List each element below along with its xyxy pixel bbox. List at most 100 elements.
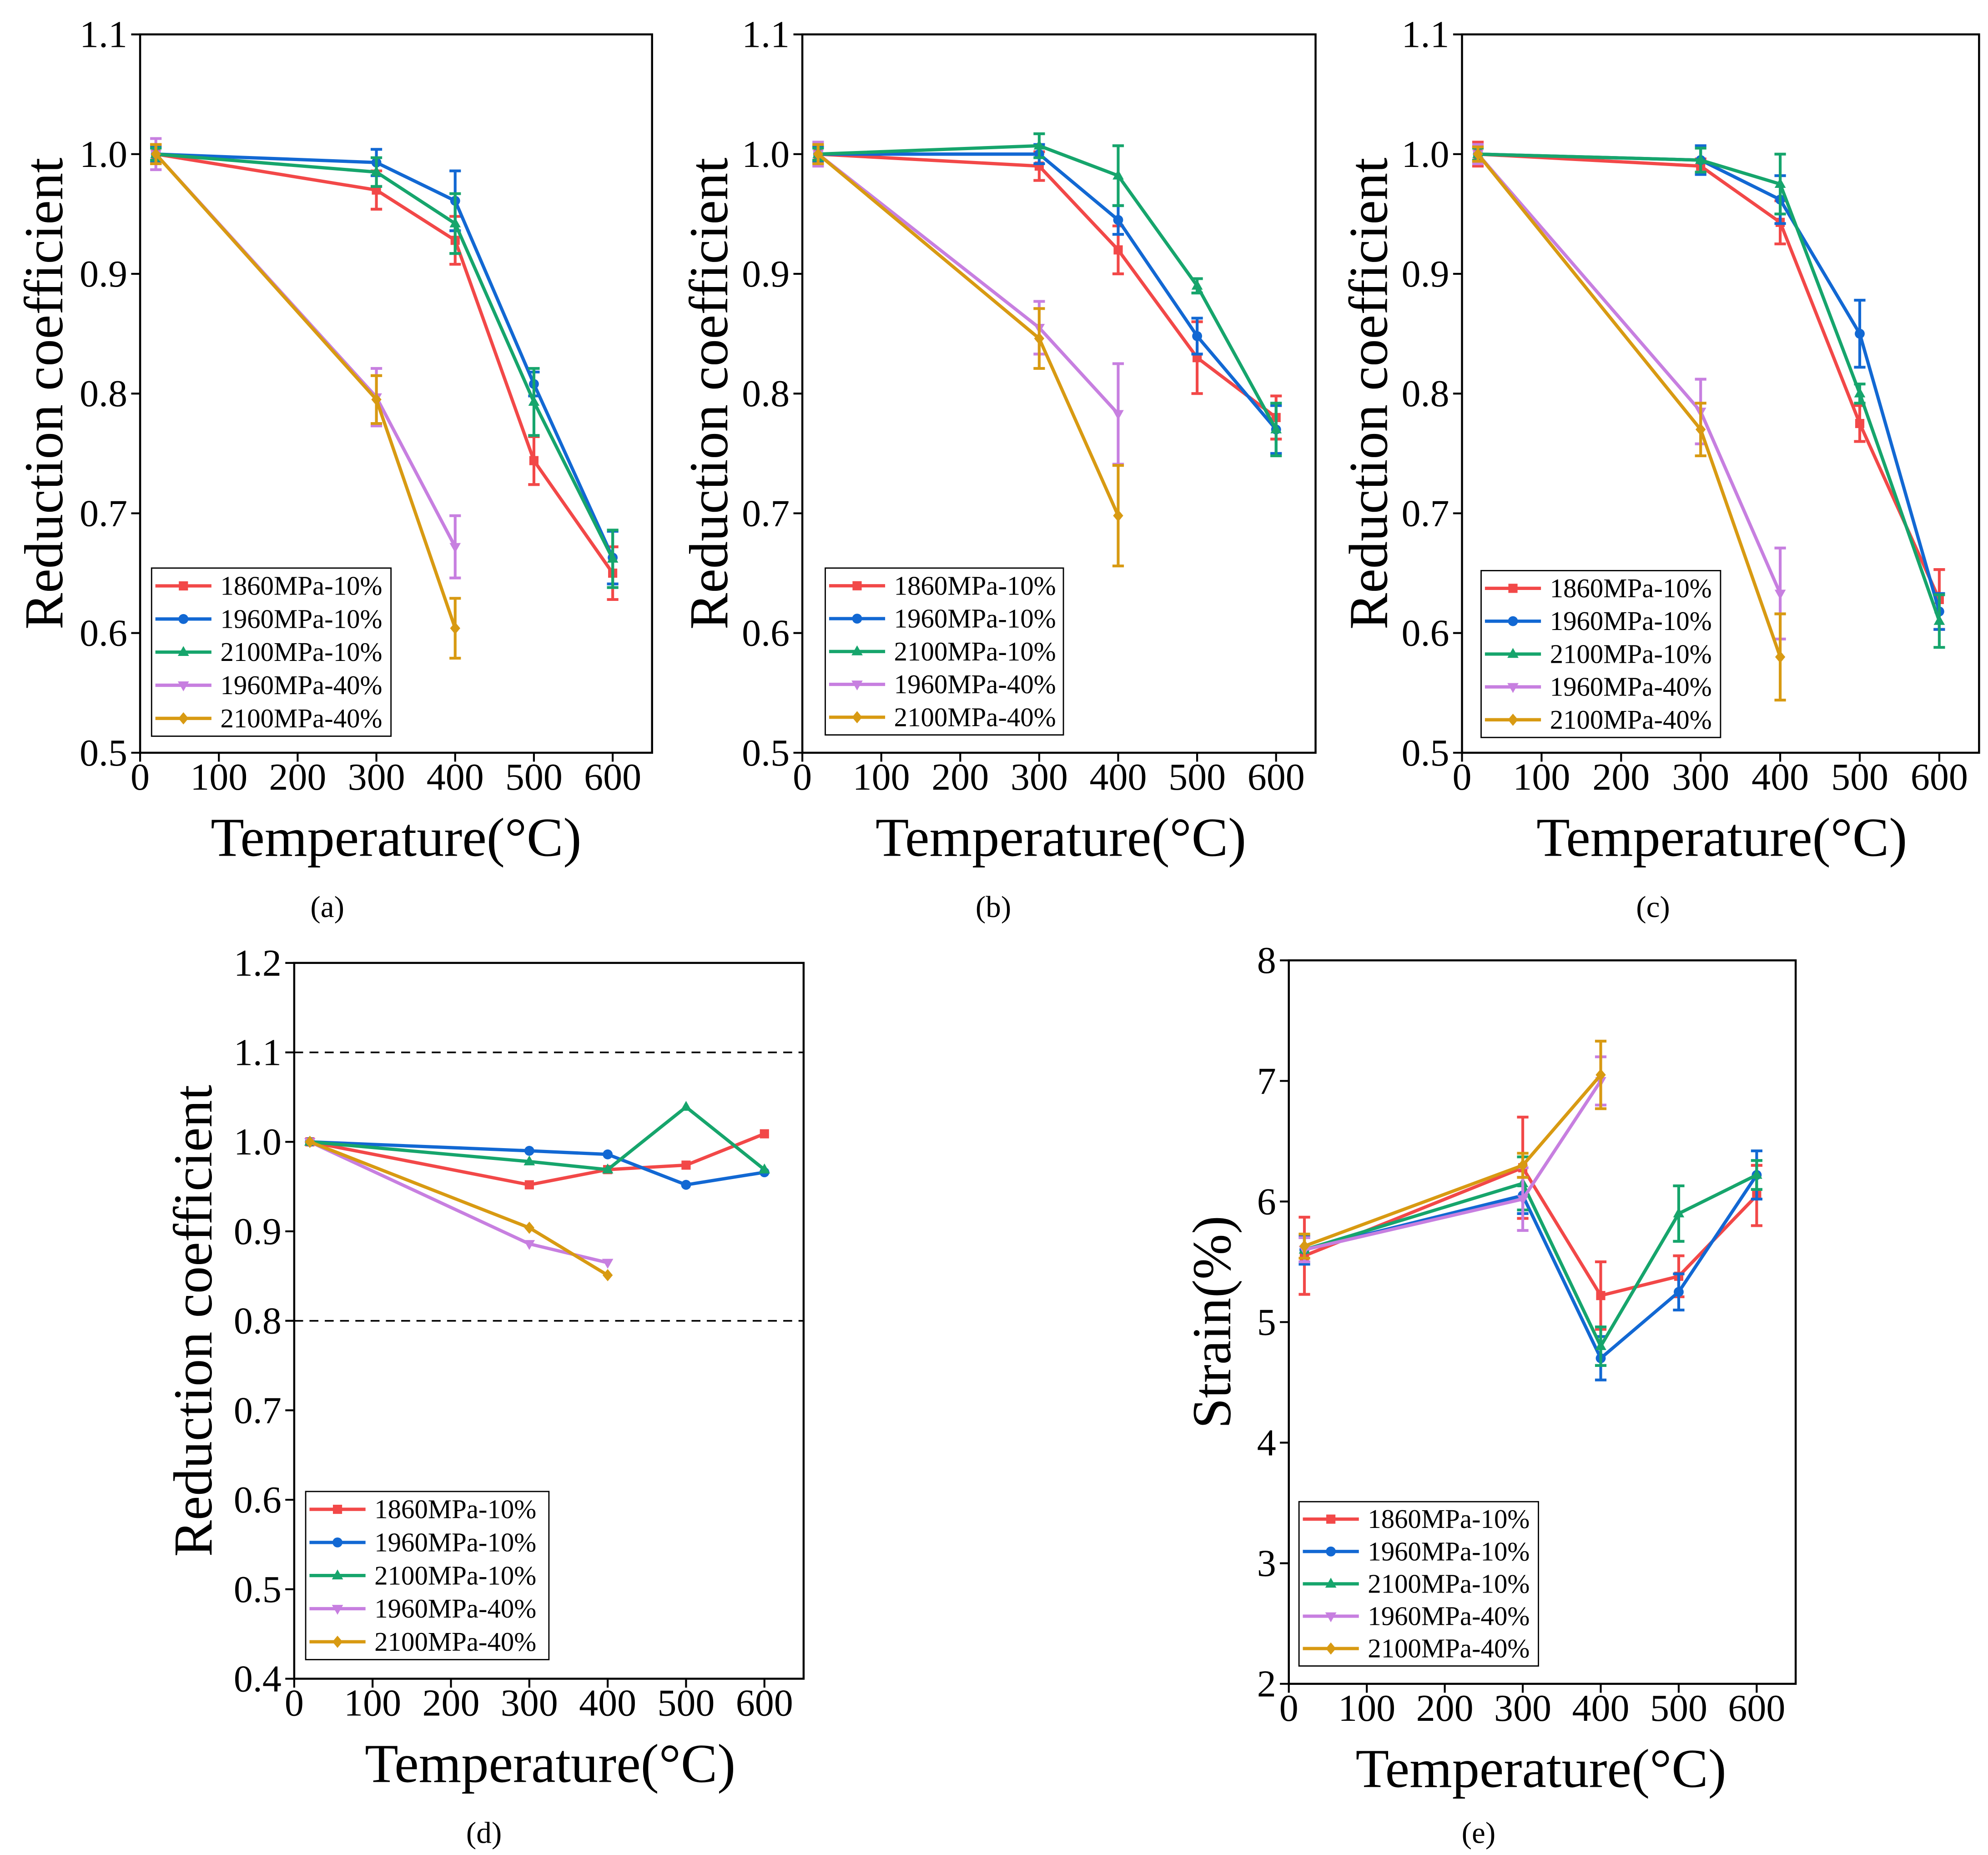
legend-marker — [851, 645, 863, 655]
data-point — [1270, 423, 1282, 434]
y-tick-label: 2 — [1257, 1663, 1276, 1705]
legend-marker — [178, 712, 189, 725]
legend-entry: 1860MPa-10% — [309, 1495, 536, 1524]
data-point — [371, 393, 382, 406]
y-tick-label: 1.2 — [234, 942, 282, 984]
legend-entry: 1960MPa-40% — [829, 670, 1056, 699]
legend: 1860MPa-10%1960MPa-10%2100MPa-10%1960MPa… — [151, 567, 392, 737]
panel-label: (e) — [1462, 1816, 1496, 1850]
legend-entry: 1960MPa-40% — [1485, 672, 1712, 702]
legend-entry: 1860MPa-10% — [1485, 574, 1712, 603]
legend-marker — [332, 1569, 343, 1580]
panel-d: 0 100 200 300 400 500 600 0.4 0.5 0.6 0.7 0.8 0.9 1.0… — [163, 942, 805, 1850]
data-point — [529, 456, 539, 465]
y-axis: 0.5 0.6 0.7 0.8 0.9 1.0 1.1 — [742, 14, 803, 774]
legend-label: 2100MPa-40% — [1368, 1634, 1530, 1663]
legend-label: 2100MPa-40% — [894, 702, 1056, 732]
data-point — [1751, 1169, 1762, 1179]
legend-marker — [178, 614, 189, 624]
legend-marker — [177, 646, 189, 656]
legend-entry: 1860MPa-10% — [829, 571, 1056, 600]
data-point — [602, 1163, 614, 1174]
x-tick-label: 300 — [348, 756, 405, 798]
x-tick-label: 600 — [736, 1682, 793, 1724]
legend-label: 1960MPa-40% — [894, 670, 1056, 699]
y-tick-label: 0.9 — [1402, 253, 1449, 295]
series-line-2100mpa-40 — [154, 153, 457, 629]
y-tick-label: 0.5 — [742, 732, 790, 774]
series-line-1960mpa-10 — [156, 152, 614, 559]
x-tick-label: 0 — [793, 756, 812, 798]
x-tick-label: 200 — [269, 756, 326, 798]
y-tick-label: 1.0 — [1402, 133, 1449, 176]
series-2100mpa-10 — [304, 1101, 770, 1174]
y-axis: 0.4 0.5 0.6 0.7 0.8 0.9 1.0 1.1 1.2 — [234, 942, 294, 1700]
y-axis-title: Reduction coefficient — [679, 157, 740, 629]
data-point — [371, 166, 382, 176]
data-point — [1695, 154, 1706, 164]
plot-area — [812, 132, 1282, 568]
x-tick-label: 100 — [1513, 756, 1570, 798]
legend-label: 1960MPa-40% — [1368, 1602, 1530, 1631]
legend-marker — [852, 581, 862, 590]
x-tick-label: 100 — [190, 756, 247, 798]
data-point — [449, 543, 461, 553]
plot-area — [294, 1051, 804, 1322]
x-tick-label: 0 — [285, 1682, 304, 1724]
y-tick-label: 0.7 — [1402, 492, 1449, 534]
x-tick-label: 600 — [1911, 756, 1968, 798]
x-tick-label: 400 — [1090, 756, 1147, 798]
series-1860mpa-10 — [150, 143, 619, 601]
y-tick-label: 4 — [1257, 1422, 1276, 1464]
legend-label: 1960MPa-10% — [374, 1527, 536, 1557]
series-line-2100mpa-10 — [818, 144, 1278, 430]
data-point — [1775, 650, 1786, 663]
x-tick-label: 200 — [422, 1682, 479, 1724]
data-point — [602, 1269, 613, 1281]
y-tick-label: 1.0 — [234, 1121, 282, 1163]
x-axis-title: Temperature(°C) — [365, 1734, 735, 1794]
series-line-2100mpa-10 — [156, 152, 614, 560]
panel-a: 0 100 200 300 400 500 600 0.5 0.6 0.7 0.8 0.9 1.0 1.1… — [14, 14, 653, 924]
x-tick-label: 300 — [1011, 756, 1068, 798]
legend-entry: 1960MPa-10% — [309, 1527, 536, 1557]
x-tick-label: 200 — [1416, 1687, 1474, 1729]
legend: 1860MPa-10%1960MPa-10%2100MPa-10%1960MPa… — [1480, 570, 1721, 738]
data-point — [1113, 215, 1123, 225]
panel-c: 0 100 200 300 400 500 600 0.5 0.6 0.7 0.8 0.9 1.0 1.1… — [1339, 14, 1980, 924]
legend-marker — [332, 1537, 342, 1548]
x-tick-label: 400 — [427, 756, 484, 798]
panel-e: 0 100 200 300 400 500 600 2 3 4 5 6 7 8 Temperature(°C… — [1182, 939, 1797, 1850]
y-tick-label: 6 — [1257, 1180, 1276, 1223]
y-tick-label: 0.9 — [80, 253, 127, 295]
x-tick-label: 600 — [1248, 756, 1305, 798]
legend-entry: 1960MPa-40% — [309, 1594, 536, 1623]
panel-b: 0 100 200 300 400 500 600 0.5 0.6 0.7 0.8 0.9 1.0 1.1… — [679, 14, 1317, 924]
x-tick-label: 600 — [584, 756, 641, 798]
data-point — [1192, 331, 1203, 341]
legend-label: 2100MPa-40% — [1550, 705, 1712, 735]
y-tick-label: 1.1 — [80, 14, 127, 56]
y-tick-label: 1.1 — [234, 1032, 282, 1074]
y-axis: 2 3 4 5 6 7 8 — [1257, 939, 1289, 1705]
data-point — [1855, 418, 1865, 428]
legend-label: 1860MPa-10% — [894, 571, 1056, 600]
data-point — [1113, 245, 1123, 255]
legend-marker — [1325, 1578, 1337, 1588]
panel-label: (c) — [1636, 890, 1670, 924]
data-point — [1112, 410, 1124, 420]
series-line-1860mpa-10 — [818, 152, 1277, 419]
legend-label: 2100MPa-40% — [220, 704, 382, 733]
series-line-1960mpa-10 — [818, 152, 1278, 431]
data-point — [524, 1221, 535, 1234]
x-tick-label: 100 — [344, 1682, 401, 1724]
legend-marker — [1508, 584, 1518, 593]
data-point — [1033, 139, 1045, 150]
data-point — [450, 622, 460, 635]
y-tick-label: 0.8 — [234, 1300, 282, 1342]
data-point — [603, 1149, 613, 1159]
series-2100mpa-40 — [812, 143, 1124, 568]
data-point — [1774, 590, 1786, 600]
legend-label: 1860MPa-10% — [374, 1495, 536, 1524]
